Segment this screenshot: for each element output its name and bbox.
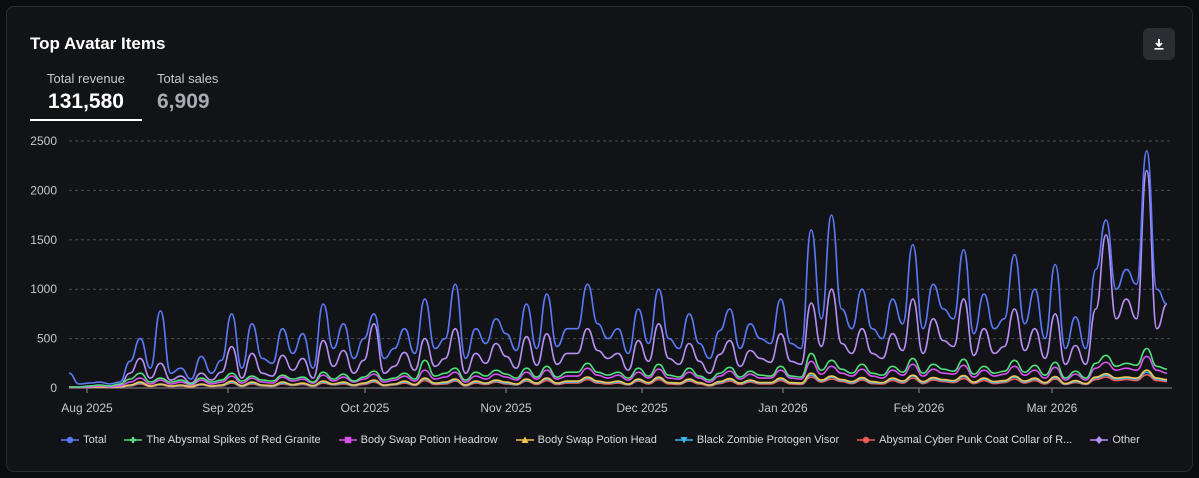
legend-item-the-abysmal-spikes-of-red-granite[interactable]: The Abysmal Spikes of Red Granite — [124, 434, 321, 446]
chart-legend: Total The Abysmal Spikes of Red Granite Bo… — [7, 434, 1194, 446]
y-tick-label: 1000 — [30, 282, 57, 296]
legend-marker-diamond-icon — [1090, 436, 1109, 444]
total-revenue-value: 131,580 — [48, 90, 124, 113]
x-tick-label: Dec 2025 — [616, 401, 668, 415]
x-tick-label: Oct 2025 — [341, 401, 390, 415]
y-tick-label: 500 — [37, 332, 57, 346]
x-tick-label: Nov 2025 — [480, 401, 532, 415]
series-line-black-zombie-protogen-visor — [69, 371, 1168, 389]
legend-item-total[interactable]: Total — [61, 434, 106, 446]
y-tick-label: 0 — [50, 381, 57, 395]
legend-marker-circle-icon — [61, 436, 80, 444]
x-tick-label: Aug 2025 — [61, 401, 113, 415]
legend-label: Black Zombie Protogen Visor — [696, 434, 840, 446]
legend-label: The Abysmal Spikes of Red Granite — [146, 434, 321, 446]
series-line-body-swap-potion-headrow — [69, 355, 1168, 389]
line-chart: 0 500 1000 1500 2000 2500 Aug 2025 Sep 2025 Oct … — [30, 134, 1172, 415]
legend-marker-circle-icon — [857, 436, 876, 444]
download-button[interactable] — [1143, 28, 1175, 60]
legend-label: Body Swap Potion Head — [537, 434, 657, 446]
x-tick-label: Feb 2026 — [894, 401, 945, 415]
total-sales-tab[interactable]: Total sales 6,909 — [157, 71, 218, 114]
series-line-other — [68, 169, 1168, 388]
chart-card: Top Avatar Items Total revenue 131,580 T… — [6, 6, 1193, 472]
legend-item-body-swap-potion-headrow[interactable]: Body Swap Potion Headrow — [338, 434, 498, 446]
series-line-body-swap-potion-head — [69, 369, 1168, 389]
total-revenue-label: Total revenue — [46, 71, 126, 86]
chart-title: Top Avatar Items — [30, 34, 166, 53]
legend-marker-triangle-icon — [515, 436, 534, 443]
legend-item-abysmal-cyber-punk-coat-collar-of-r[interactable]: Abysmal Cyber Punk Coat Collar of R... — [857, 434, 1072, 446]
legend-marker-square-icon — [338, 436, 357, 444]
legend-item-black-zombie-protogen-visor[interactable]: Black Zombie Protogen Visor — [674, 434, 840, 446]
series-line-abysmal-cyber-punk-coat-collar-of-r — [69, 373, 1168, 389]
legend-label: Other — [1112, 434, 1140, 446]
y-tick-label: 1500 — [30, 233, 57, 247]
total-revenue-tab[interactable]: Total revenue 131,580 — [30, 71, 142, 121]
legend-marker-triangle-down-icon — [674, 437, 693, 444]
legend-marker-cross-icon — [124, 437, 143, 443]
legend-label: Abysmal Cyber Punk Coat Collar of R... — [879, 434, 1073, 446]
download-icon — [1154, 39, 1164, 50]
series-line-total — [68, 150, 1168, 385]
x-tick-label: Sep 2025 — [202, 401, 254, 415]
y-tick-label: 2000 — [30, 183, 57, 197]
legend-label: Body Swap Potion Headrow — [360, 434, 498, 446]
total-sales-label: Total sales — [157, 71, 219, 86]
legend-item-body-swap-potion-head[interactable]: Body Swap Potion Head — [515, 434, 657, 446]
x-tick-label: Mar 2026 — [1027, 401, 1078, 415]
legend-label: Total — [83, 434, 107, 446]
y-tick-label: 2500 — [30, 134, 57, 148]
x-tick-label: Jan 2026 — [758, 401, 808, 415]
total-sales-value: 6,909 — [157, 90, 210, 113]
legend-item-other[interactable]: Other — [1090, 434, 1140, 446]
series-line-the-abysmal-spikes-of-red-granite — [68, 347, 1168, 388]
